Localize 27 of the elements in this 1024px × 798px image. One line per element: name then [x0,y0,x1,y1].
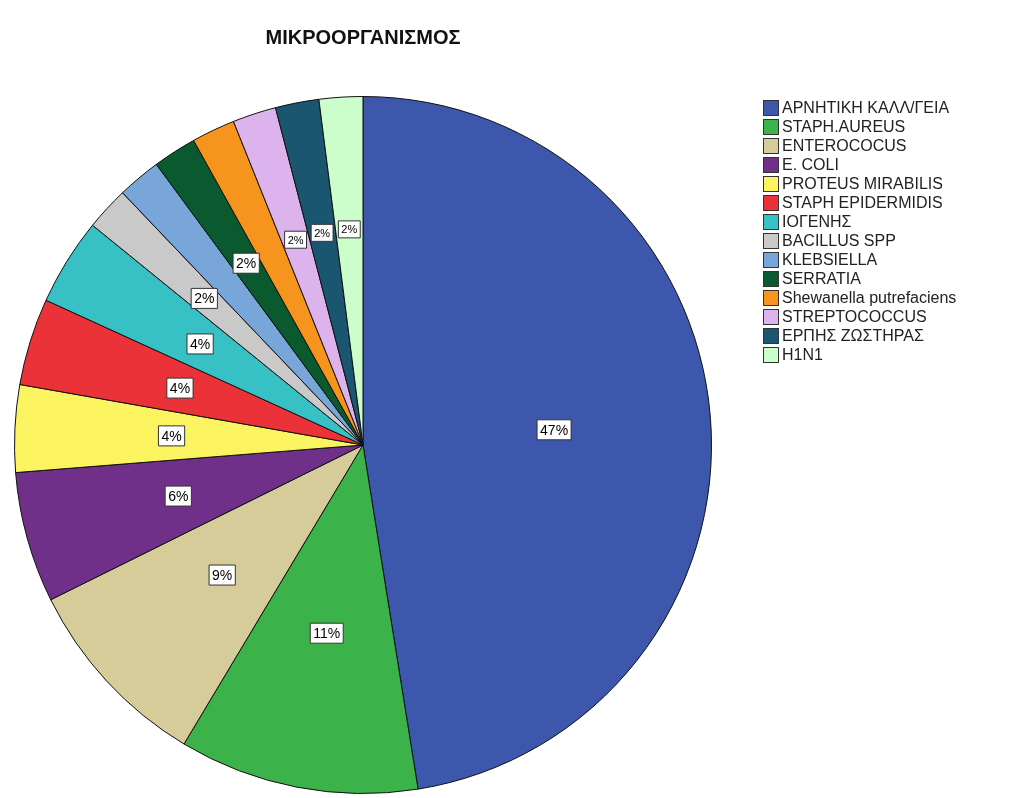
legend-label: SERRATIA [782,270,861,287]
legend-label: STAPH.AUREUS [782,118,906,135]
data-label: 4% [161,427,182,444]
data-label: 2% [194,290,215,307]
legend-label: ENTEROCOCUS [782,137,907,154]
legend-label: ΑΡΝΗΤΙΚΗ ΚΑΛΛ/ΓΕΙΑ [782,99,950,116]
legend-label: E. COLI [782,156,839,173]
data-label: 2% [236,255,257,272]
legend-label: STAPH EPIDERMIDIS [782,194,943,211]
legend-label: BACILLUS SPP [782,232,896,249]
legend-label: Shewanella putrefaciens [782,289,957,306]
legend-label: ΕΡΠΗΣ ΖΩΣΤΗΡΑΣ [782,327,924,344]
legend-label: H1N1 [782,346,823,363]
chart-title: ΜΙΚΡΟΟΡΓΑΝΙΣΜΟΣ [265,25,461,48]
data-label: 47% [540,421,569,438]
data-label: 6% [168,487,189,504]
data-label: 4% [190,335,211,352]
data-label: 2% [287,233,304,246]
data-label: 9% [212,566,233,583]
data-label: 4% [169,379,191,396]
data-label: 2% [314,226,331,239]
data-label: 2% [341,223,358,236]
legend-label: STREPTOCOCCUS [782,308,927,325]
legend-label: PROTEUS MIRABILIS [782,175,943,192]
data-label: 11% [313,625,341,642]
legend-label: KLEBSIELLA [782,251,878,268]
legend-label: ΙΟΓΕΝΗΣ [782,213,852,230]
